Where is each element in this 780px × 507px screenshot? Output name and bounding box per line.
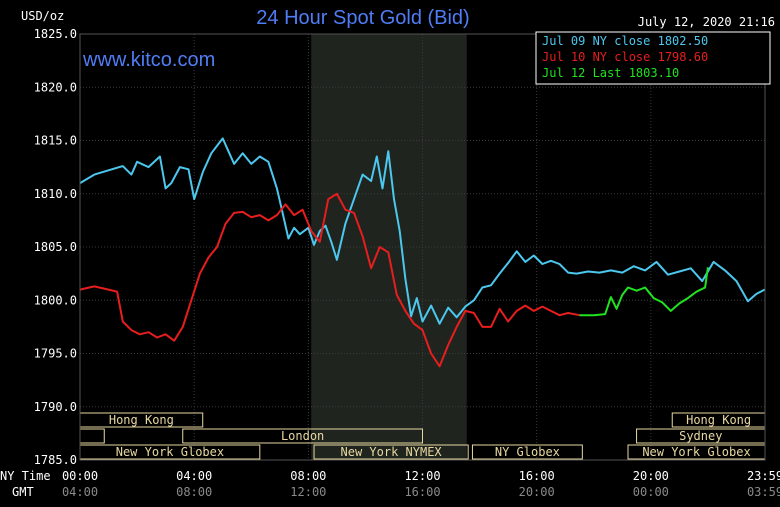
timestamp: July 12, 2020 21:16 — [638, 15, 775, 29]
x-label-gmt: GMT — [12, 485, 34, 499]
x-tick-label-gmt: 16:00 — [404, 485, 440, 499]
x-tick-label-gmt: 04:00 — [62, 485, 98, 499]
x-tick-label-gmt: 20:00 — [519, 485, 555, 499]
market-session-label: Hong Kong — [686, 413, 751, 427]
y-tick-label: 1795.0 — [34, 347, 77, 361]
y-tick-label: 1805.0 — [34, 240, 77, 254]
x-label-ny-time: NY Time — [0, 469, 51, 483]
x-tick-label-ny: 04:00 — [176, 469, 212, 483]
y-tick-label: 1785.0 — [34, 453, 77, 467]
market-session-label: New York Globex — [642, 445, 750, 459]
chart-title: 24 Hour Spot Gold (Bid) — [256, 7, 469, 29]
market-session-label: London — [281, 429, 324, 443]
y-tick-label: 1825.0 — [34, 27, 77, 41]
legend-jul09: Jul 09 NY close 1802.50 — [542, 34, 708, 48]
market-session-label: Hong Kong — [109, 413, 174, 427]
market-session-label: NY Globex — [495, 445, 560, 459]
x-tick-label-ny: 23:59 — [747, 469, 780, 483]
legend-box — [535, 31, 771, 85]
market-session-box — [313, 444, 469, 460]
y-tick-label: 1820.0 — [34, 80, 77, 94]
x-tick-label-gmt: 08:00 — [176, 485, 212, 499]
x-tick-label-gmt: 12:00 — [290, 485, 326, 499]
x-tick-label-ny: 16:00 — [519, 469, 555, 483]
x-tick-label-ny: 00:00 — [62, 469, 98, 483]
x-tick-label-ny: 12:00 — [404, 469, 440, 483]
legend: Jul 09 NY close 1802.50 Jul 10 NY close … — [535, 31, 771, 85]
brand-url: www.kitco.com — [82, 49, 215, 71]
price-line-series-1 — [79, 192, 580, 368]
y-tick-label: 1790.0 — [34, 400, 77, 414]
y-tick-label: 1800.0 — [34, 293, 77, 307]
market-session-box — [182, 428, 423, 444]
x-tick-label-ny: 08:00 — [290, 469, 326, 483]
legend-jul12: Jul 12 Last 1803.10 — [542, 66, 679, 80]
x-tick-label-gmt: 00:00 — [633, 485, 669, 499]
legend-jul10: Jul 10 NY close 1798.60 — [542, 50, 708, 64]
market-session-box — [471, 444, 583, 460]
x-tick-label-ny: 20:00 — [633, 469, 669, 483]
y-unit-label: USD/oz — [21, 9, 64, 23]
plot-frame — [79, 33, 766, 461]
market-session-label: Sydney — [679, 429, 722, 443]
price-line-series-2 — [579, 267, 709, 317]
market-session-label: New York NYMEX — [341, 445, 443, 459]
price-line-series-0 — [79, 137, 766, 325]
x-tick-label-gmt: 03:59 — [747, 485, 780, 499]
y-tick-label: 1810.0 — [34, 187, 77, 201]
y-tick-label: 1815.0 — [34, 134, 77, 148]
market-session-label: New York Globex — [116, 445, 224, 459]
